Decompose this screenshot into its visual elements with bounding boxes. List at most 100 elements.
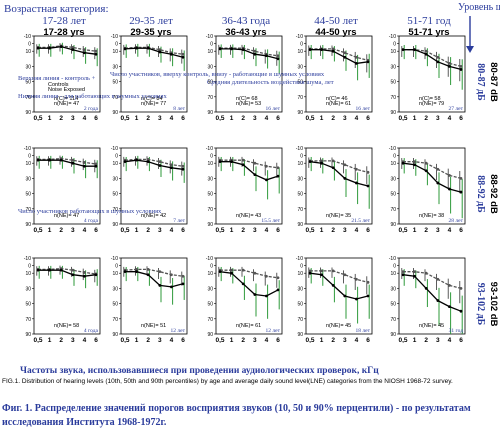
exposed-line-point [320, 48, 323, 52]
controls-line-point [276, 166, 280, 170]
y-tick-label: 10 [207, 271, 213, 277]
age-group-en-label: 36-43 yrs [225, 27, 266, 38]
chart-panel: -10 010 30 50 70 900,5 1 2 3 4 6 n(C)= 46n(NE)= 61 1… [296, 34, 373, 122]
y-tick-label: 50 [25, 80, 31, 86]
y-tick-label: -10 [296, 34, 303, 40]
exposed-line [402, 162, 462, 193]
exposed-line [124, 159, 184, 170]
x-tick-label: 4 [83, 337, 87, 344]
exposed-line-point [170, 166, 173, 170]
duration-label: 12 лет [266, 328, 281, 334]
x-tick-label: 4 [83, 115, 87, 122]
y-tick-label: -10 [24, 34, 31, 40]
age-group-ru-label: 44-50 лет [314, 15, 358, 27]
panel-frame [215, 147, 283, 225]
exposed-line-point [135, 46, 139, 50]
controls-line-point [320, 269, 323, 273]
controls-line-point [158, 48, 162, 52]
chart-panel: -10 010 30 50 70 900,5 1 2 3 4 6 n(NE)= 42 7 лет [111, 146, 188, 234]
exposed-line-point [59, 45, 63, 49]
x-tick-label: 6 [459, 227, 463, 234]
exposed-line-point [265, 178, 268, 182]
panel-frame [33, 257, 101, 335]
x-tick-label: 2 [331, 337, 335, 344]
controls-line-point [170, 163, 173, 167]
x-tick-label: 0,5 [120, 115, 129, 122]
x-tick-label: 0,5 [305, 227, 314, 234]
x-tick-label: 1 [320, 115, 324, 122]
x-tick-label: 1 [230, 227, 234, 234]
controls-line-point [241, 158, 245, 162]
x-tick-label: 0,5 [33, 227, 42, 234]
exposed-line-point [436, 299, 440, 302]
controls-line-point [181, 274, 185, 278]
exposed-line-point [94, 164, 98, 168]
x-tick-label: 4 [355, 337, 359, 344]
x-tick-label: 4 [170, 227, 174, 234]
controls-line-point [181, 52, 185, 56]
y-tick-label: 10 [390, 271, 396, 277]
exposed-line-point [448, 187, 451, 191]
y-tick-label: -10 [296, 256, 303, 262]
chart-panel: -10 010 30 50 70 900,5 1 2 3 4 6 n(NE)= 45 31 год [389, 256, 466, 344]
x-tick-label: 3 [343, 115, 347, 122]
age-group-ru-label: 17-28 лет [42, 15, 86, 27]
x-tick-label: 2 [146, 115, 150, 122]
exposed-line-point [181, 167, 185, 171]
x-tick-label: 2 [331, 115, 335, 122]
fig-caption-ru: Фиг. 1. Распределение значений порогов в… [2, 403, 471, 428]
x-tick-label: 4 [355, 115, 359, 122]
controls-line-point [355, 167, 358, 171]
n-exposed-label: n(NE)= 45 [326, 323, 351, 329]
exposed-line-point [146, 273, 150, 277]
x-tick-label: 4 [265, 115, 269, 122]
y-tick-label: 30 [207, 176, 213, 182]
x-tick-label: 6 [366, 115, 370, 122]
controls-line-point [146, 268, 150, 271]
exposed-line-point [401, 161, 405, 165]
y-tick-label: 10 [112, 271, 118, 277]
controls-line-point [343, 51, 347, 55]
y-tick-label: 50 [25, 192, 31, 198]
panel-frame [305, 147, 373, 225]
y-tick-label: 90 [297, 110, 303, 116]
controls-line-point [276, 54, 280, 58]
n-control-label: n(C)= 46 [326, 96, 348, 102]
exposed-line-point [158, 283, 162, 287]
n-exposed-label: n(NE)= 79 [419, 101, 444, 107]
exposed-line-point [355, 181, 358, 185]
x-tick-label: 3 [253, 227, 257, 234]
exposed-line-point [146, 46, 150, 50]
controls-line-point [181, 164, 185, 168]
duration-label: 12 лет [171, 328, 186, 334]
x-tick-label: 3 [436, 337, 440, 344]
chart-panel: -10 010 30 50 70 900,5 1 2 3 4 6 n(C)= 68n(NE)= 53 1… [206, 34, 283, 122]
chart-panel: -10 010 30 50 70 900,5 1 2 3 4 6 n(NE)= 47 4 года [24, 146, 101, 234]
x-tick-label: 6 [94, 337, 98, 344]
age-group-en-label: 29-35 yrs [130, 27, 171, 38]
y-tick-label: 10 [25, 161, 31, 167]
x-tick-label: 4 [448, 337, 452, 344]
controls-line-point [265, 274, 268, 278]
duration-label: 4 года [84, 218, 99, 224]
x-tick-label: 0,5 [215, 227, 224, 234]
exposed-line [309, 272, 369, 300]
controls-line [220, 159, 279, 169]
exposed-line-point [413, 163, 416, 167]
controls-line [403, 161, 462, 180]
y-tick-label: 70 [297, 207, 303, 213]
noise-level-en-label: 93-102 dB [488, 282, 499, 327]
exposed-line-point [343, 177, 347, 180]
y-tick-label: -10 [111, 146, 118, 152]
x-tick-label: 6 [459, 115, 463, 122]
exposed-line-point [94, 273, 98, 277]
x-tick-label: 0,5 [398, 227, 407, 234]
controls-line-point [459, 177, 463, 180]
xaxis-caption-ru: Частоты звука, использовавшиеся при пров… [20, 366, 379, 376]
controls-line [124, 268, 184, 277]
y-tick-label: 50 [207, 192, 213, 198]
y-tick-label: 0 [28, 154, 31, 160]
y-tick-label: 70 [25, 95, 31, 101]
y-tick-label: 90 [207, 110, 213, 116]
controls-line-point [355, 277, 358, 281]
